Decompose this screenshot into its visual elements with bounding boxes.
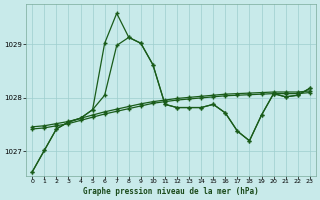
X-axis label: Graphe pression niveau de la mer (hPa): Graphe pression niveau de la mer (hPa) (83, 187, 259, 196)
